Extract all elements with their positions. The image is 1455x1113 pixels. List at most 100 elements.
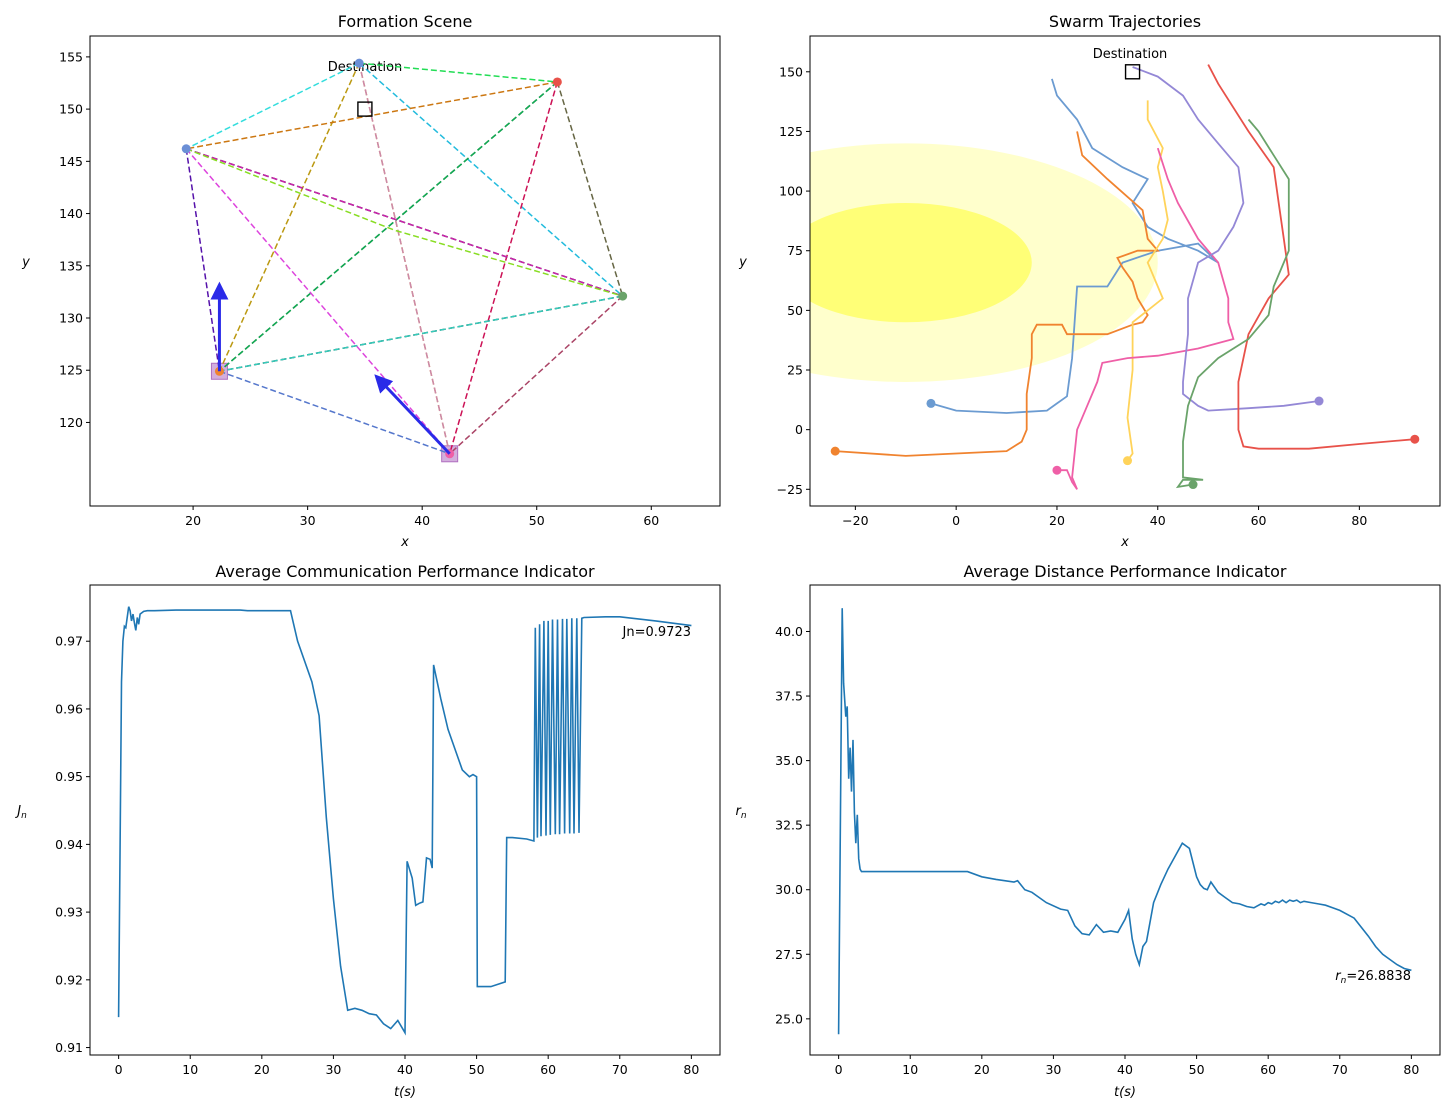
x-tick-label: 80 [1403,1062,1419,1077]
communication-edge [185,148,451,455]
distance-indicator-xlabel: t(s) [1114,1085,1136,1100]
trajectory-line [930,78,1219,414]
y-tick-label: 37.5 [775,689,803,704]
swarm-trajectories-ylabel: y [738,255,747,270]
trajectory-start-point [926,398,936,408]
y-tick-label: 30.0 [775,882,803,897]
communication-edge [358,62,624,297]
destination-marker [357,101,373,117]
trajectory-start-point [1123,456,1133,466]
x-tick-label: 60 [540,1062,556,1077]
y-tick-label: 0.97 [55,634,83,649]
y-tick-label: 0.91 [55,1040,83,1055]
y-tick-label: 40.0 [775,624,803,639]
plot-frame-2 [89,584,721,1056]
communication-edge [218,62,360,372]
communication-final-value-label: Jn=0.9723 [622,625,691,640]
y-tick-label: 135 [59,258,83,273]
communication-edge [185,148,623,297]
distance-final-value-label: rn=26.8838 [1335,969,1411,986]
x-tick-label: 80 [1351,513,1367,528]
hazard-inner-zone [810,203,1032,323]
y-tick-label: 125 [59,363,83,378]
trajectory-start-point [1314,396,1324,406]
formation-scene-ylabel: y [21,255,30,270]
x-tick-label: 0 [952,513,960,528]
communication-indicator-title: Average Communication Performance Indica… [215,562,595,581]
trajectory-line [1057,147,1235,490]
x-tick-label: 40 [1117,1062,1133,1077]
y-tick-label: 75 [787,243,803,258]
y-tick-label: 0.95 [55,769,83,784]
plot-frame-0 [89,35,721,507]
y-tick-label: 0.93 [55,905,83,920]
y-tick-label: 0.94 [55,837,83,852]
x-tick-label: 50 [1189,1062,1205,1077]
indicator-line [117,606,692,1036]
distance-indicator-title: Average Distance Performance Indicator [963,562,1286,581]
x-tick-label: 40 [1150,513,1166,528]
y-tick-label: 120 [59,415,83,430]
y-tick-label: 50 [787,303,803,318]
communication-edge [219,370,450,455]
y-tick-label: 150 [779,64,803,79]
x-tick-label: 70 [612,1062,628,1077]
y-tick-label: 155 [59,49,83,64]
swarm-trajectories-panel: Swarm Trajectories x y Destination −20 0 2… [738,12,1441,550]
x-tick-label: −20 [842,513,868,528]
x-tick-label: 40 [397,1062,413,1077]
x-tick-label: 20 [185,513,201,528]
distance-indicator-panel: Average Distance Performance Indicator t… [735,562,1441,1100]
x-tick-label: 30 [300,513,316,528]
y-tick-label: 0.96 [55,701,83,716]
communication-indicator-xlabel: t(s) [394,1085,416,1100]
x-tick-label: 60 [1251,513,1267,528]
indicator-line [837,608,1412,1035]
communication-indicator-panel: Average Communication Performance Indica… [14,562,721,1100]
x-tick-label: 30 [1045,1062,1061,1077]
distance-indicator-ylabel: rn [735,804,746,821]
y-tick-label: 145 [59,154,83,169]
x-tick-label: 50 [469,1062,485,1077]
agent-point [354,58,364,68]
communication-edge [449,295,624,455]
communication-edge [448,81,559,454]
communication-edge [185,62,360,150]
x-tick-label: 30 [325,1062,341,1077]
y-tick-label: 100 [779,184,803,199]
swarm-trajectories-title: Swarm Trajectories [1049,12,1201,31]
formation-scene-xlabel: x [400,535,409,550]
x-tick-label: 10 [902,1062,918,1077]
trajectory-line [1207,64,1415,450]
communication-indicator-ylabel: Jn [14,804,27,821]
communication-edge [185,148,221,372]
velocity-arrow [374,374,451,455]
plot-frame-3 [809,584,1441,1056]
formation-destination-label: Destination [328,60,403,75]
x-tick-label: 20 [254,1062,270,1077]
formation-scene-title: Formation Scene [338,12,473,31]
communication-edge [185,148,623,297]
y-tick-label: 35.0 [775,753,803,768]
agent-point [181,144,191,154]
swarm-trajectories-xlabel: x [1120,535,1129,550]
trajectory-start-point [1410,434,1420,444]
y-tick-label: −25 [777,482,803,497]
trajectories-destination-label: Destination [1093,47,1168,62]
y-tick-label: 32.5 [775,818,803,833]
x-tick-label: 40 [414,513,430,528]
trajectory-line [1132,66,1320,412]
communication-edge [358,62,451,454]
y-tick-label: 0 [795,422,803,437]
x-tick-label: 20 [1049,513,1065,528]
trajectory-start-point [1188,480,1198,490]
x-tick-label: 20 [974,1062,990,1077]
communication-edge [556,81,624,297]
y-tick-label: 27.5 [775,947,803,962]
communication-edge [219,295,623,373]
trajectory-line [1175,118,1290,489]
y-tick-label: 125 [779,124,803,139]
agent-point [552,77,562,87]
communication-edge [359,62,558,83]
